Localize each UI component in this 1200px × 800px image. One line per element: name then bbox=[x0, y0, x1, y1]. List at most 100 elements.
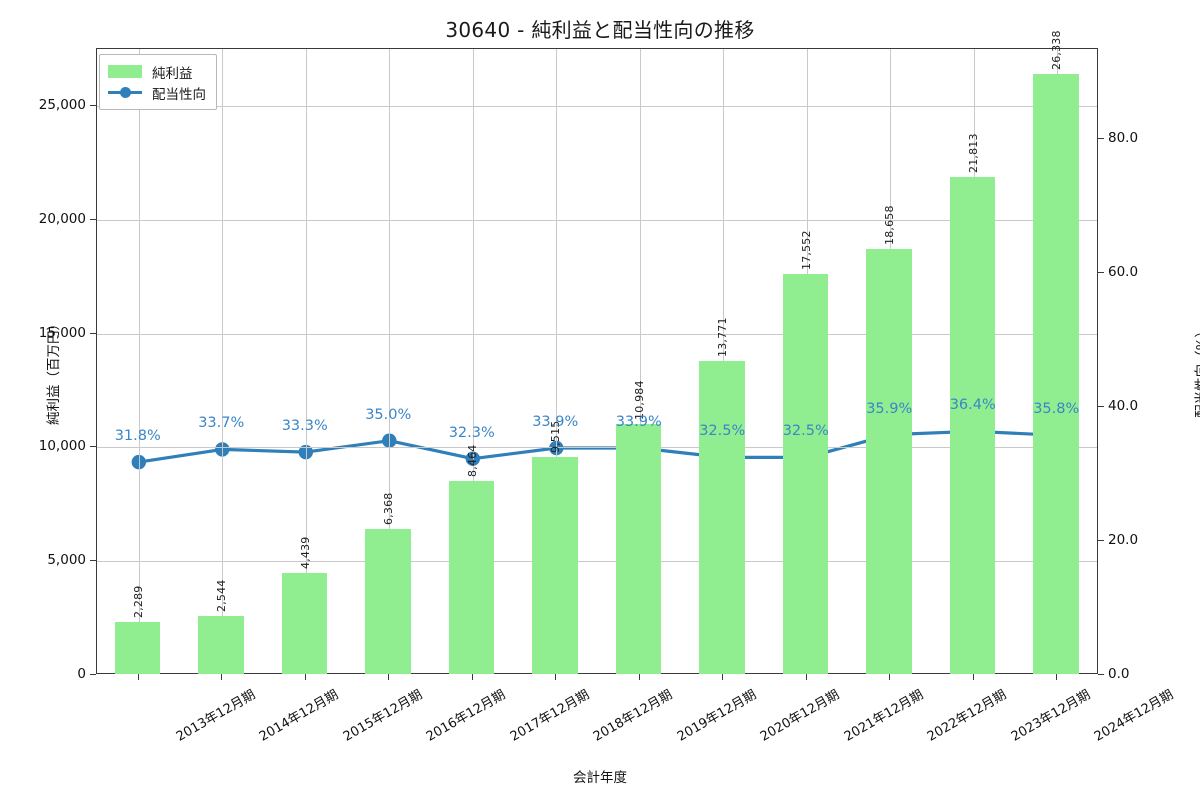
x-axis-tick-mark bbox=[137, 674, 139, 680]
gridline-vertical bbox=[138, 49, 140, 673]
bar bbox=[532, 457, 578, 674]
bar bbox=[114, 621, 161, 674]
x-axis-tick-label: 2014年12月期 bbox=[257, 687, 342, 745]
legend-item-dividend-payout: 配当性向 bbox=[108, 82, 206, 103]
bar bbox=[448, 481, 495, 674]
x-axis-tick-mark bbox=[304, 674, 306, 680]
line-value-label: 33.3% bbox=[281, 418, 328, 435]
bar bbox=[866, 249, 912, 674]
bar-value-label: 13,771 bbox=[716, 316, 730, 357]
line-value-label: 32.5% bbox=[699, 423, 746, 440]
x-axis-tick-mark bbox=[722, 674, 724, 680]
x-axis-tick-mark bbox=[972, 674, 974, 680]
y-axis-left-tick-label: 20,000 bbox=[38, 210, 86, 227]
y-axis-right-tick-mark bbox=[1098, 540, 1104, 542]
legend-line-marker-icon bbox=[108, 86, 142, 99]
line-value-label: 35.0% bbox=[365, 406, 412, 423]
bar bbox=[615, 423, 662, 674]
gridline-vertical bbox=[556, 49, 558, 673]
bar bbox=[281, 572, 328, 674]
x-axis-tick-label: 2013年12月期 bbox=[173, 687, 258, 745]
y-axis-right-label: 配当性向（%） bbox=[1194, 324, 1200, 418]
line-value-label: 35.8% bbox=[1033, 401, 1080, 418]
line-value-label: 33.7% bbox=[198, 415, 245, 432]
bar bbox=[1033, 74, 1079, 674]
x-axis-tick-label: 2021年12月期 bbox=[841, 687, 926, 745]
bar-value-label: 4,439 bbox=[298, 536, 312, 569]
y-axis-right-tick-label: 80.0 bbox=[1108, 130, 1139, 147]
bar-value-label: 21,813 bbox=[966, 133, 980, 174]
bar-value-label: 2,544 bbox=[215, 579, 229, 613]
gridline-vertical bbox=[389, 49, 391, 673]
line-value-label: 33.9% bbox=[532, 414, 579, 431]
chart-title: 30640 - 純利益と配当性向の推移 bbox=[445, 18, 755, 42]
bar-value-label: 18,658 bbox=[883, 205, 897, 246]
bar bbox=[782, 274, 829, 674]
x-axis-tick-label: 2020年12月期 bbox=[758, 687, 843, 745]
bar bbox=[198, 616, 244, 674]
line-value-label: 36.4% bbox=[949, 397, 996, 414]
y-axis-left-tick-label: 25,000 bbox=[38, 96, 86, 113]
y-axis-left-tick-mark bbox=[90, 446, 96, 448]
x-axis-tick-label: 2019年12月期 bbox=[674, 687, 759, 745]
y-axis-right-tick-mark bbox=[1098, 674, 1104, 675]
dividend-payout-line-series bbox=[131, 424, 1065, 470]
x-axis-tick-mark bbox=[638, 674, 640, 680]
x-axis-tick-mark bbox=[1056, 674, 1058, 680]
y-axis-left-tick-label: 0 bbox=[77, 666, 86, 682]
x-axis-tick-mark bbox=[555, 674, 557, 680]
y-axis-left-tick-mark bbox=[90, 674, 96, 675]
line-value-label: 31.8% bbox=[114, 428, 161, 445]
x-axis-tick-label: 2015年12月期 bbox=[340, 687, 425, 745]
legend-item-net-income: 純利益 bbox=[108, 61, 206, 82]
x-axis-tick-mark bbox=[388, 674, 390, 680]
x-axis-tick-label: 2023年12月期 bbox=[1008, 687, 1093, 745]
legend: 純利益 配当性向 bbox=[99, 54, 217, 110]
bar-value-label: 10,984 bbox=[632, 380, 646, 420]
legend-label-net-income: 純利益 bbox=[152, 65, 193, 82]
gridline-vertical bbox=[472, 49, 474, 673]
x-axis-tick-label: 2017年12月期 bbox=[507, 687, 592, 745]
legend-swatch-icon bbox=[108, 65, 142, 78]
y-axis-right-tick-mark bbox=[1098, 272, 1104, 274]
gridline-horizontal bbox=[97, 105, 1097, 107]
x-axis-tick-mark bbox=[805, 674, 807, 680]
gridline-vertical bbox=[222, 49, 224, 673]
x-axis-tick-label: 2022年12月期 bbox=[925, 687, 1010, 745]
bar bbox=[699, 360, 745, 674]
y-axis-left-tick-mark bbox=[90, 560, 96, 562]
y-axis-left-tick-label: 15,000 bbox=[38, 324, 86, 341]
line-value-label: 32.3% bbox=[448, 424, 495, 441]
line-value-label: 33.9% bbox=[615, 414, 662, 431]
line-value-label: 35.9% bbox=[866, 400, 913, 417]
gridline-horizontal bbox=[97, 561, 1097, 563]
y-axis-left-tick-mark bbox=[90, 104, 96, 106]
bar bbox=[949, 177, 996, 674]
x-axis-tick-mark bbox=[471, 674, 473, 680]
bar-value-label: 6,368 bbox=[382, 492, 396, 526]
y-axis-left-tick-label: 5,000 bbox=[47, 552, 86, 569]
gridline-horizontal bbox=[97, 333, 1097, 335]
x-axis-tick-mark bbox=[221, 674, 223, 680]
y-axis-right-tick-label: 0.0 bbox=[1108, 666, 1130, 682]
x-axis-tick-label: 2018年12月期 bbox=[591, 687, 676, 745]
y-axis-right-tick-label: 40.0 bbox=[1108, 398, 1139, 415]
bar bbox=[365, 529, 411, 674]
y-axis-left-tick-mark bbox=[90, 332, 96, 334]
y-axis-left-label: 純利益（百万円） bbox=[46, 317, 62, 425]
x-axis-tick-label: 2016年12月期 bbox=[424, 687, 509, 745]
x-axis-tick-mark bbox=[889, 674, 891, 680]
y-axis-right-tick-label: 60.0 bbox=[1108, 264, 1139, 281]
x-axis-label: 会計年度 bbox=[573, 770, 627, 786]
x-axis-tick-label: 2024年12月期 bbox=[1092, 687, 1177, 745]
bar-value-label: 26,338 bbox=[1050, 30, 1064, 71]
y-axis-left-tick-mark bbox=[90, 218, 96, 220]
y-axis-left-tick-label: 10,000 bbox=[38, 438, 86, 455]
legend-label-dividend-payout: 配当性向 bbox=[152, 86, 206, 103]
y-axis-right-tick-mark bbox=[1098, 406, 1104, 408]
gridline-horizontal bbox=[97, 219, 1097, 221]
gridline-vertical bbox=[305, 49, 307, 673]
bar-value-label: 17,552 bbox=[799, 230, 813, 271]
y-axis-right-tick-mark bbox=[1098, 138, 1104, 140]
